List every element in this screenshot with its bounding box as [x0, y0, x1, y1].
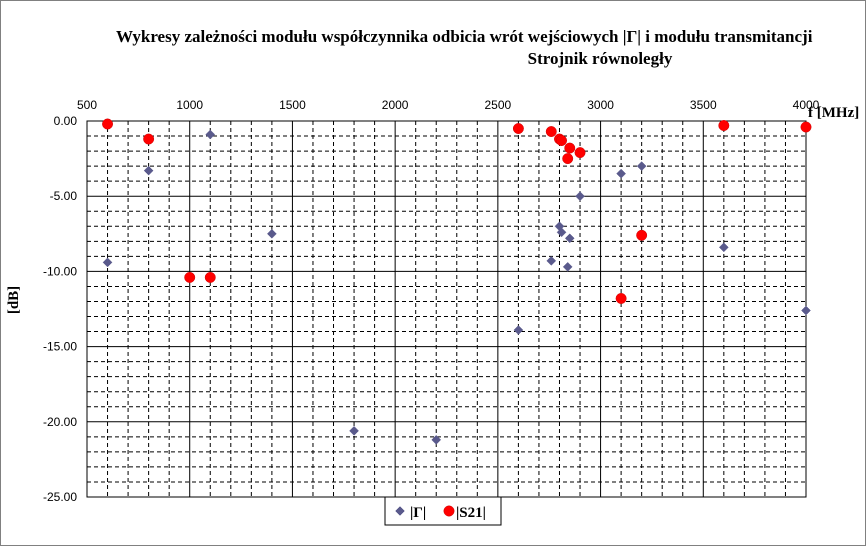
s21-point — [636, 229, 648, 241]
gamma-point — [564, 233, 575, 244]
gamma-point — [801, 305, 811, 316]
x-tick-label: 2000 — [382, 98, 409, 112]
legend-diamond-icon — [395, 506, 405, 516]
legend-box — [384, 496, 502, 526]
gamma-point — [575, 191, 585, 202]
legend: |Γ| |S21| — [384, 496, 502, 526]
x-tick-label: 1000 — [176, 98, 203, 112]
chart-title-line2: Strojnik równoległy — [528, 49, 673, 68]
legend-circle-icon — [443, 505, 455, 517]
s21-point — [512, 123, 524, 134]
s21-point — [143, 133, 155, 145]
gamma-point — [513, 325, 524, 335]
y-tick-label: -5.00 — [50, 189, 78, 203]
x-tick-label: 500 — [77, 98, 97, 112]
x-tick-label: 4000 — [793, 98, 820, 112]
y-tick-label: -10.00 — [43, 264, 77, 278]
s21-point — [562, 153, 574, 165]
s21-point — [556, 135, 567, 147]
gamma-point — [102, 257, 113, 268]
x-tick-label: 1500 — [279, 98, 306, 112]
x-axis-title: f [MHz] — [808, 105, 859, 121]
gamma-point — [636, 161, 647, 171]
gamma-point — [143, 165, 154, 176]
y-tick-label: -25.00 — [43, 490, 77, 504]
x-tick-label: 3500 — [690, 98, 717, 112]
gamma-point — [562, 262, 573, 272]
gamma-point — [267, 228, 277, 239]
x-tick-label: 2500 — [485, 98, 512, 112]
y-tick-label: -15.00 — [43, 340, 77, 354]
s21-point — [204, 271, 216, 283]
y-tick-label: 0.00 — [54, 114, 78, 128]
s21-point — [184, 271, 196, 283]
gamma-point — [616, 168, 626, 179]
gamma-point — [431, 434, 442, 445]
chart-title-line1: Wykresy zależności modułu współczynnika … — [116, 27, 813, 46]
legend-label-gamma: |Γ| — [410, 505, 426, 521]
gamma-point — [349, 425, 359, 436]
grid-layer — [87, 121, 806, 497]
data-points — [102, 118, 812, 445]
gamma-point — [205, 129, 216, 140]
s21-point — [615, 293, 627, 304]
s21-point — [564, 142, 576, 154]
legend-label-s21: |S21| — [456, 505, 486, 521]
gamma-point — [718, 242, 729, 253]
y-axis-title: [dB] — [6, 286, 22, 314]
tick-labels: 500 1000 1500 2000 2500 3000 3500 4000 0.00 -5.00… — [43, 98, 820, 504]
s21-point — [718, 120, 730, 131]
y-tick-label: -20.00 — [43, 415, 77, 429]
s21-point — [102, 118, 113, 130]
s21-point — [800, 121, 812, 133]
s21-point — [545, 126, 557, 137]
legend-marker-gamma — [395, 506, 405, 516]
gamma-point — [556, 227, 567, 238]
s21-point — [574, 147, 586, 159]
legend-marker-s21 — [443, 505, 455, 517]
x-tick-label: 3000 — [587, 98, 614, 112]
gamma-point — [546, 256, 557, 266]
